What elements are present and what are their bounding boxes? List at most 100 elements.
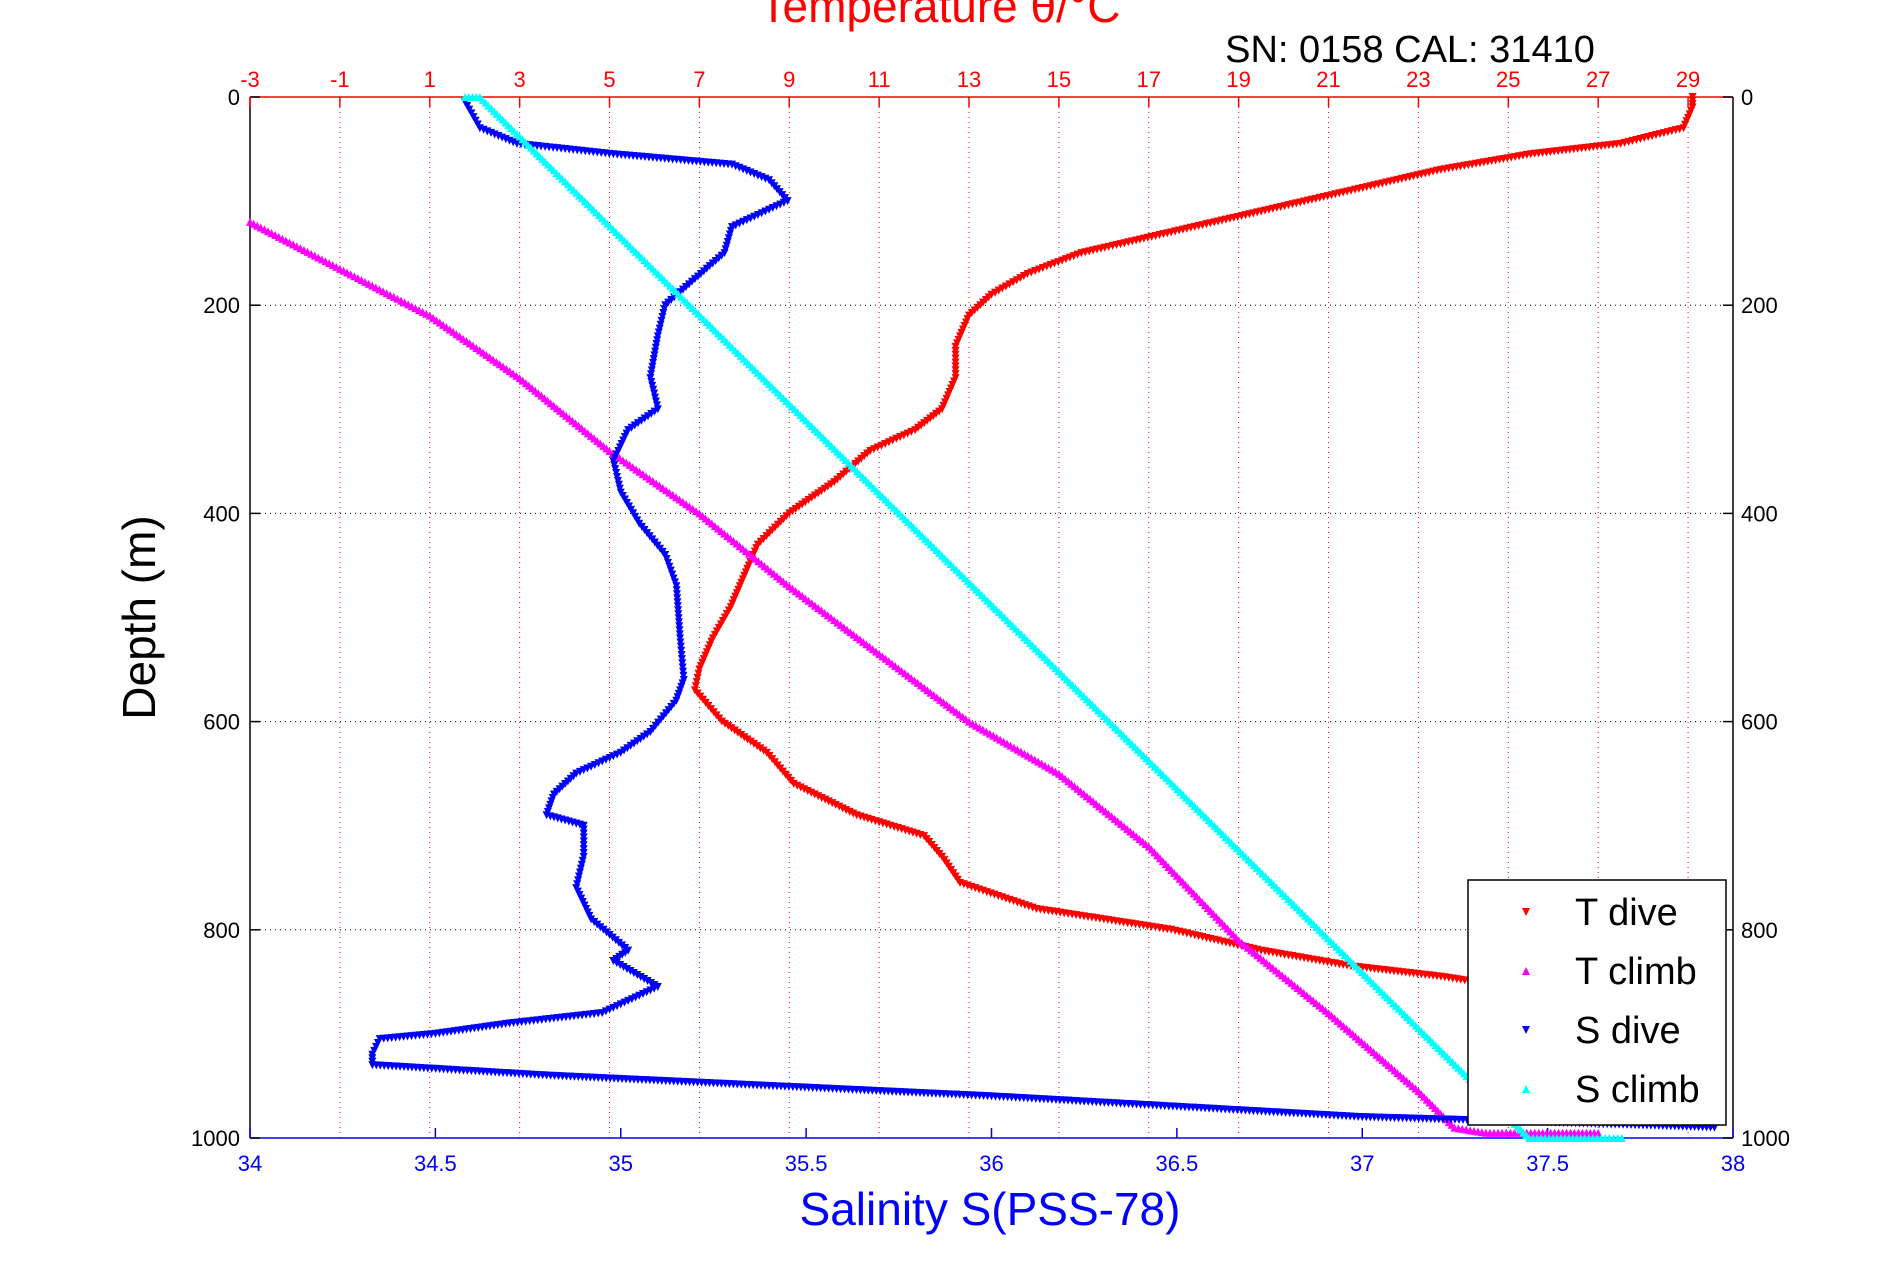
y-tick-label-right: 200	[1741, 293, 1778, 318]
y-tick-label-left: 1000	[191, 1126, 240, 1151]
data-point	[721, 719, 730, 728]
data-point	[629, 739, 638, 748]
data-point	[653, 405, 662, 414]
data-point	[619, 963, 628, 972]
data-point	[646, 728, 655, 737]
data-point	[695, 665, 704, 674]
data-point	[675, 622, 684, 631]
data-marks	[246, 93, 1719, 1142]
x-tick-label-salinity: 34	[238, 1151, 262, 1176]
data-point	[673, 598, 682, 607]
x-tick-label-salinity: 35.5	[785, 1151, 828, 1176]
data-point	[620, 746, 629, 755]
y-tick-label-left: 200	[203, 293, 240, 318]
x-tick-label-salinity: 38	[1721, 1151, 1745, 1176]
legend-marker	[1522, 967, 1530, 975]
data-point	[676, 638, 685, 647]
data-point	[636, 973, 645, 982]
legend-item: S dive	[1522, 1010, 1681, 1052]
data-point	[733, 728, 742, 737]
data-point	[820, 484, 829, 493]
data-point	[673, 594, 682, 603]
legend-box	[1467, 879, 1727, 1126]
data-point	[676, 634, 685, 643]
x-tick-label-temperature: -1	[330, 67, 350, 92]
y-tick-label-right: 0	[1741, 85, 1753, 110]
x-tick-label-salinity: 36.5	[1155, 1151, 1198, 1176]
data-point	[991, 288, 1000, 297]
x-tick-label-temperature: -3	[240, 67, 260, 92]
data-point	[691, 682, 700, 691]
data-point	[798, 500, 807, 509]
data-point	[730, 726, 739, 735]
data-point	[674, 618, 683, 627]
data-point	[675, 626, 684, 635]
data-point	[740, 733, 749, 742]
data-point	[1617, 1134, 1626, 1142]
data-point	[998, 284, 1007, 293]
y-tick-label-left: 600	[203, 710, 240, 735]
data-point	[1019, 272, 1028, 281]
x-tick-label-temperature: 5	[603, 67, 615, 92]
data-point	[804, 496, 813, 505]
data-point	[633, 971, 642, 980]
data-point	[672, 582, 681, 591]
y-tick-label-left: 400	[203, 501, 240, 526]
data-point	[749, 739, 758, 748]
x-tick-label-temperature: 27	[1586, 67, 1610, 92]
data-point	[673, 602, 682, 611]
data-point	[830, 478, 839, 487]
data-point	[677, 646, 686, 655]
x-tick-label-temperature: 9	[783, 67, 795, 92]
data-point	[609, 957, 618, 966]
y-tick-label-right: 600	[1741, 710, 1778, 735]
legend-label: T climb	[1575, 951, 1697, 993]
data-point	[672, 590, 681, 599]
data-point	[1009, 278, 1018, 287]
legend-item: T dive	[1522, 892, 1678, 934]
data-point	[678, 659, 687, 668]
x-tick-label-temperature: 1	[424, 67, 436, 92]
chart-subtitle: SN: 0158 CAL: 31410	[1225, 29, 1595, 71]
data-point	[677, 650, 686, 659]
data-point	[616, 961, 625, 970]
data-point	[646, 979, 655, 988]
x-tick-label-temperature: 11	[868, 67, 891, 92]
data-point	[678, 663, 687, 672]
data-point	[814, 489, 823, 498]
data-point	[1016, 274, 1025, 283]
x-tick-label-salinity: 36	[979, 1151, 1003, 1176]
legend-label: S dive	[1575, 1010, 1681, 1052]
data-point	[788, 507, 797, 516]
data-point	[643, 412, 652, 421]
data-point	[1005, 280, 1014, 289]
data-point	[650, 407, 659, 416]
data-point	[640, 975, 649, 984]
x-tick-label-temperature: 23	[1406, 67, 1430, 92]
x-tick-label-temperature: 7	[693, 67, 705, 92]
series-s-dive	[368, 98, 1719, 1132]
legend-marker	[1522, 1026, 1530, 1034]
data-point	[994, 286, 1003, 295]
data-point	[629, 969, 638, 978]
data-point	[636, 734, 645, 743]
series-t-dive	[690, 93, 1697, 997]
data-point	[679, 671, 688, 680]
x-tick-label-temperature: 13	[957, 67, 981, 92]
legend-label: T dive	[1575, 892, 1678, 934]
data-point	[794, 502, 803, 511]
data-point	[640, 414, 649, 423]
data-point	[1594, 1128, 1603, 1137]
data-point	[623, 965, 632, 974]
data-point	[692, 678, 701, 687]
legend-item: S climb	[1522, 1069, 1700, 1111]
y-tick-label-right: 400	[1741, 501, 1778, 526]
x-tick-label-temperature: 15	[1047, 67, 1071, 92]
data-point	[679, 667, 688, 676]
data-point	[817, 487, 826, 496]
data-point	[753, 742, 762, 751]
data-point	[717, 717, 726, 726]
data-point	[807, 493, 816, 502]
y-tick-label-right: 1000	[1741, 1126, 1790, 1151]
data-point	[746, 737, 755, 746]
